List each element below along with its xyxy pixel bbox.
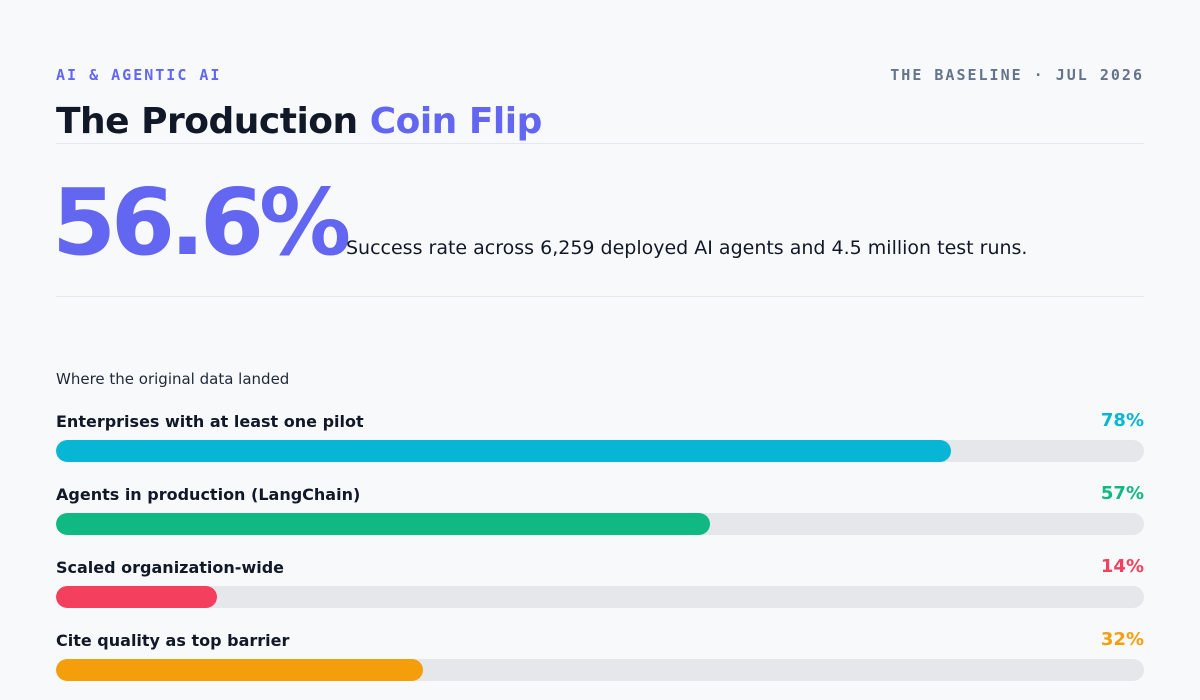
bar-track (56, 586, 1144, 608)
bar-value-label: 78% (1100, 410, 1144, 431)
title-divider (56, 143, 1144, 144)
bar-row: Agents in production (LangChain) 57% (56, 481, 1144, 554)
bar-label: Scaled organization-wide (56, 558, 285, 577)
bar-row: Enterprises with at least one pilot 78% (56, 408, 1144, 481)
bar-row: Scaled organization-wide 14% (56, 554, 1144, 627)
headline-stat-value: 56.6% (52, 169, 351, 276)
title-main: The Production (56, 101, 370, 142)
stat-divider (56, 296, 1144, 297)
bar-track (56, 659, 1144, 681)
bar-row: Cite quality as top barrier 32% (56, 627, 1144, 700)
chart-title: Where the original data landed (56, 370, 290, 388)
headline-stat-description: Success rate across 6,259 deployed AI ag… (346, 237, 1028, 259)
bar (56, 586, 217, 608)
bar-value-label: 32% (1100, 629, 1144, 650)
page-title: The Production Coin Flip (56, 100, 542, 144)
bar-track (56, 513, 1144, 535)
bar-track (56, 440, 1144, 462)
bar-label: Agents in production (LangChain) (56, 485, 361, 504)
bar (56, 659, 424, 681)
bar-label: Enterprises with at least one pilot (56, 412, 364, 431)
category-kicker: AI & AGENTIC AI (56, 66, 222, 84)
bar-label: Cite quality as top barrier (56, 631, 290, 650)
title-accent: Coin Flip (369, 101, 543, 142)
bar-chart: Enterprises with at least one pilot 78% Ag… (56, 408, 1144, 700)
bar (56, 513, 711, 535)
bar-value-label: 57% (1100, 483, 1144, 504)
bar (56, 440, 952, 462)
issue-label: THE BASELINE · JUL 2026 (890, 66, 1144, 84)
bar-value-label: 14% (1100, 556, 1144, 577)
